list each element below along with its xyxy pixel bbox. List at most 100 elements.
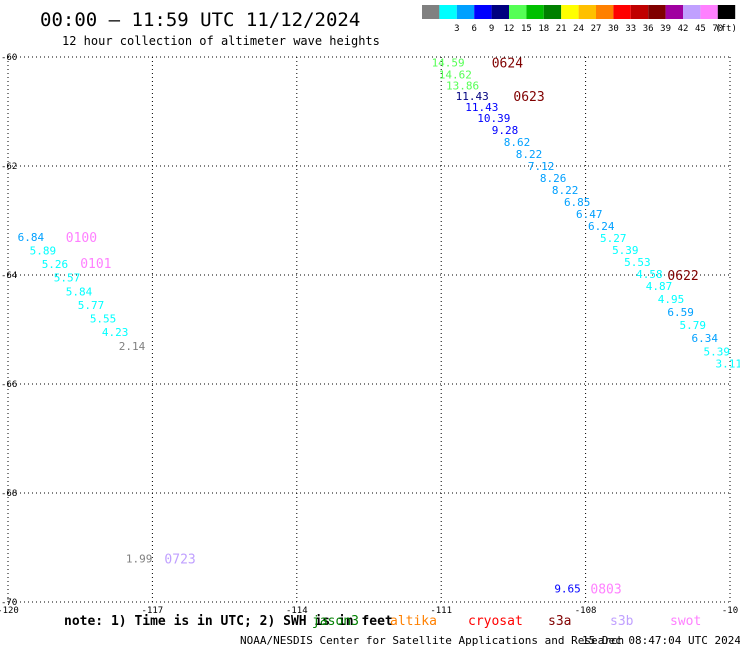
wave-height-value: 5.89	[30, 244, 57, 257]
satellite-pass: 5.534.584.874.956.595.796.345.393.11 0622	[624, 256, 740, 370]
wave-height-value: 13.86	[446, 79, 479, 92]
legend-swatch	[683, 5, 701, 19]
wave-height-value: 9.28	[492, 124, 519, 137]
wave-height-value: 5.26	[42, 258, 68, 271]
legend-swatch	[596, 5, 614, 19]
legend-tick-label: 70	[712, 24, 723, 34]
wave-height-value: 5.57	[54, 272, 81, 285]
legend-tick-label: 12	[504, 24, 515, 34]
wave-height-value: 7.12	[528, 160, 555, 173]
wave-height-value: 5.53	[624, 256, 651, 269]
wave-height-value: 9.65	[554, 582, 581, 595]
pass-time-label: 0101	[80, 257, 111, 272]
latitude-label: -60	[1, 53, 17, 63]
legend-tick-label: 6	[471, 24, 476, 34]
legend-tick-label: 15	[521, 24, 532, 34]
longitude-label: -111	[430, 606, 452, 616]
pass-time-label: 0723	[164, 552, 195, 567]
wave-height-value: 5.79	[679, 319, 706, 332]
satellite-pass: 6.845.89 0100	[18, 231, 97, 258]
wave-height-value: 5.84	[66, 285, 93, 298]
page-title: 00:00 – 11:59 UTC 11/12/2024	[40, 9, 360, 31]
latitude-label: -64	[1, 271, 17, 281]
wave-height-value: 11.43	[456, 90, 489, 103]
satellite-legend-item: swot	[670, 614, 701, 629]
wave-height-value: 8.22	[516, 148, 543, 161]
wave-height-value: 4.95	[658, 293, 685, 306]
wave-height-value: 5.39	[612, 244, 639, 257]
legend-tick-label: 30	[608, 24, 619, 34]
longitude-labels: -120 -117 -114 -111 -108 -10	[0, 606, 738, 616]
legend-swatch	[630, 5, 649, 19]
timestamp-text: 15 Dec 08:47:04 UTC 2024	[582, 634, 740, 647]
satellite-legend-item: cryosat	[468, 614, 523, 629]
wave-height-color-legend: 3 6 9 12 15 18 21 24 27 30 33 36 39 42 45 70(ft)	[422, 5, 737, 34]
legend-swatch	[526, 5, 544, 19]
legend-tick-label: 3	[454, 24, 459, 34]
wave-height-value: 4.58	[636, 268, 663, 281]
legend-tick-label: 18	[538, 24, 549, 34]
footer: note: 1) Time is in UTC; 2) SWH is in fe…	[64, 614, 740, 647]
latitude-label: -70	[1, 598, 17, 608]
wave-height-value: 8.62	[504, 136, 530, 149]
pass-time-label: 0803	[590, 582, 621, 597]
legend-swatch	[648, 5, 666, 19]
legend-swatch	[665, 5, 683, 19]
wave-height-value: 5.39	[704, 345, 731, 358]
legend-tick-label: 45	[695, 24, 706, 34]
wave-height-value: 6.84	[18, 231, 45, 244]
satellite-pass: 1.99 0723	[126, 552, 196, 567]
wave-height-value: 8.26	[540, 172, 567, 185]
wave-height-value: 14.62	[439, 68, 472, 81]
legend-unit: (ft)	[715, 24, 737, 34]
wave-height-value: 4.23	[102, 326, 129, 339]
graticule	[7, 56, 731, 603]
legend-swatch	[543, 5, 562, 19]
satellite-legend-item: s3a	[548, 614, 571, 629]
latitude-labels: -60 -62 -64 -66 -68 -70	[1, 53, 17, 608]
wave-height-value: 11.43	[465, 101, 498, 114]
latitude-label: -62	[1, 162, 17, 172]
legend-swatch	[561, 5, 579, 19]
legend-tick-label: 42	[678, 24, 689, 34]
satellite-pass: 5.265.575.845.775.554.232.14 0101	[42, 257, 146, 353]
wave-height-value: 6.34	[691, 332, 718, 345]
legend-tick-label: 21	[556, 24, 567, 34]
legend-swatch	[456, 5, 475, 19]
page-subtitle: 12 hour collection of altimeter wave hei…	[62, 34, 380, 48]
pass-time-label: 0622	[667, 269, 698, 284]
wave-height-value: 5.27	[600, 232, 627, 245]
longitude-label: -114	[286, 606, 308, 616]
longitude-label: -10	[722, 606, 738, 616]
legend-swatch	[474, 5, 492, 19]
pass-time-label: 0100	[66, 231, 97, 246]
wave-height-value: 6.47	[576, 208, 603, 221]
wave-height-value: 3.11	[716, 357, 740, 370]
legend-swatch	[578, 5, 596, 19]
legend-swatch	[613, 5, 631, 19]
footer-note: note: 1) Time is in UTC; 2) SWH is in fe…	[64, 614, 393, 629]
satellite-legend: jason3 altika cryosat s3a s3b swot	[312, 614, 701, 629]
longitude-label: -120	[0, 606, 19, 616]
wave-height-value: 6.24	[588, 220, 615, 233]
credit-text: NOAA/NESDIS Center for Satellite Applica…	[240, 634, 624, 647]
legend-swatch	[509, 5, 527, 19]
satellite-pass: 11.4311.4310.399.288.628.227.128.268.226…	[456, 90, 639, 257]
satellite-legend-item: altika	[390, 614, 437, 629]
latitude-label: -68	[1, 489, 17, 499]
legend-tick-label: 39	[660, 24, 671, 34]
wave-height-value: 4.87	[646, 280, 673, 293]
wave-height-value: 14.59	[432, 56, 465, 69]
wave-height-value: 2.14	[119, 340, 146, 353]
satellite-tracks: 14.5914.6213.86062411.4311.4310.399.288.…	[18, 56, 740, 597]
legend-swatch	[439, 5, 457, 19]
pass-time-label: 0624	[492, 56, 523, 71]
wave-height-value: 6.59	[667, 306, 694, 319]
wave-height-value: 5.77	[78, 299, 105, 312]
wave-height-value: 1.99	[126, 552, 153, 565]
legend-swatch	[717, 5, 736, 19]
longitude-label: -108	[575, 606, 597, 616]
latitude-label: -66	[1, 380, 17, 390]
